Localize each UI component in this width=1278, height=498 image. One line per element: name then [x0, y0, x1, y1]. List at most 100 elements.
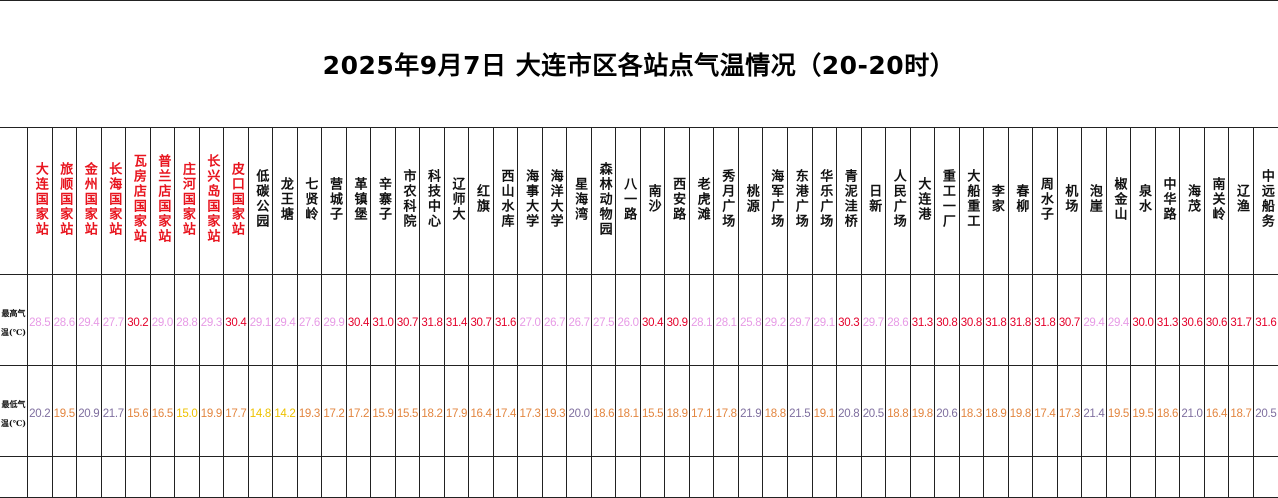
min-temp-cell: 20.2: [27, 365, 53, 457]
max-temp-value: 28.5: [29, 316, 51, 329]
station-name: 西安路: [670, 176, 686, 222]
min-temp-cell: 20.0: [566, 365, 592, 457]
max-temp-value: 30.4: [225, 316, 247, 329]
empty-cell: [272, 456, 298, 498]
station-header-cell: 泉水: [1130, 127, 1156, 275]
min-temp-cell: 18.6: [1154, 365, 1181, 457]
empty-cell: [566, 456, 592, 498]
station-name: 中远船务: [1258, 169, 1274, 229]
station-header-cell: 长海国家站: [100, 127, 127, 275]
max-temp-cell: 27.0: [517, 274, 543, 366]
max-temp-value: 29.4: [78, 316, 100, 329]
min-temp-value: 18.3: [960, 407, 982, 420]
max-temp-cell: 30.2: [125, 274, 151, 366]
station-header-cell: 旅顺国家站: [51, 127, 78, 275]
empty-cell: [100, 456, 127, 498]
min-temp-cell: 16.5: [149, 365, 176, 457]
min-temp-cell: 15.5: [639, 365, 666, 457]
max-temp-value: 30.7: [1058, 316, 1080, 329]
max-temp-value: 29.7: [789, 316, 811, 329]
min-temp-row: 最低气温(℃) 20.2 19.5 20.9 21.7 15.6 16.5 15.0 19.9…: [0, 365, 1278, 457]
min-temp-cell: 18.9: [983, 365, 1009, 457]
empty-cell: [1252, 456, 1278, 498]
max-temp-cell: 29.7: [860, 274, 887, 366]
min-temp-value: 15.5: [396, 407, 419, 420]
empty-cell: [1007, 456, 1034, 498]
max-temp-cell: 30.6: [1179, 274, 1205, 366]
station-header-cell: 瓦房店国家站: [125, 127, 151, 275]
min-temp-value: 14.2: [274, 407, 296, 420]
min-temp-cell: 14.2: [272, 365, 298, 457]
station-name: 华乐广场: [817, 169, 833, 229]
min-temp-value: 21.5: [789, 407, 811, 420]
empty-cell: [370, 456, 396, 498]
station-header-cell: 重工一厂: [934, 127, 960, 275]
empty-cell: [125, 456, 151, 498]
min-temp-cell: 18.8: [885, 365, 911, 457]
max-temp-value: 31.8: [1034, 316, 1056, 329]
min-temp-value: 17.1: [691, 407, 713, 420]
station-name: 金州国家站: [81, 161, 97, 237]
station-name: 长兴岛国家站: [204, 154, 220, 244]
min-temp-value: 21.0: [1181, 407, 1203, 420]
max-temp-value: 30.8: [936, 316, 958, 329]
min-temp-value: 19.8: [911, 407, 933, 420]
min-temp-value: 17.7: [225, 407, 247, 420]
min-temp-value: 17.4: [494, 407, 517, 420]
station-name: 红旗: [474, 184, 490, 214]
max-temp-cell: 31.8: [1032, 274, 1058, 366]
empty-cell: [934, 456, 960, 498]
max-temp-value: 30.4: [347, 316, 370, 329]
station-header-cell: 海洋大学: [541, 127, 568, 275]
title-row: 2025年9月7日 大连市区各站点气温情况（20-20时）: [0, 0, 1278, 128]
max-temp-value: 31.3: [1156, 316, 1179, 329]
max-temp-value: 30.6: [1205, 316, 1228, 329]
max-temp-value: 30.8: [960, 316, 982, 329]
min-temp-value: 20.0: [568, 407, 590, 420]
station-header-cell: 革镇堡: [345, 127, 372, 275]
max-temp-value: 29.7: [862, 316, 884, 329]
min-temp-cell: 18.8: [762, 365, 788, 457]
station-header-cell: 周水子: [1032, 127, 1058, 275]
empty-cell: [786, 456, 813, 498]
station-name: 瓦房店国家站: [130, 154, 146, 244]
min-temp-value: 15.0: [176, 407, 198, 420]
min-temp-value: 18.8: [764, 407, 786, 420]
empty-cell: [76, 456, 102, 498]
station-header-cell: 大连港: [909, 127, 936, 275]
max-temp-value: 30.7: [470, 316, 492, 329]
station-header-cell: 西山水库: [492, 127, 519, 275]
station-header-cell: 森林动物园: [590, 127, 617, 275]
min-temp-value: 20.2: [29, 407, 51, 420]
max-temp-value: 31.8: [985, 316, 1007, 329]
station-name: 南沙: [645, 184, 661, 214]
station-header-cell: 青泥洼桥: [836, 127, 862, 275]
max-temp-cell: 28.5: [27, 274, 53, 366]
station-name: 七贤岭: [302, 176, 318, 222]
station-header-cell: 海茂: [1179, 127, 1205, 275]
station-name: 青泥洼桥: [841, 169, 857, 229]
max-temp-cell: 29.4: [272, 274, 298, 366]
station-name: 辽渔: [1234, 184, 1250, 214]
max-temp-cell: 29.4: [76, 274, 102, 366]
station-header-cell: 龙王塘: [272, 127, 298, 275]
min-temp-value: 21.4: [1083, 407, 1105, 420]
min-temp-value: 19.5: [1132, 407, 1154, 420]
max-label-cell: 最高气温(℃): [0, 274, 28, 366]
station-name: 海事大学: [523, 169, 539, 229]
min-temp-value: 17.2: [347, 407, 370, 420]
max-temp-cell: 30.4: [345, 274, 372, 366]
max-temp-value: 29.2: [764, 316, 786, 329]
min-temp-cell: 19.8: [909, 365, 936, 457]
min-temp-cell: 21.9: [737, 365, 764, 457]
min-temp-cell: 17.7: [223, 365, 249, 457]
station-name: 海洋大学: [547, 169, 563, 229]
min-temp-cell: 19.8: [1007, 365, 1034, 457]
max-temp-value: 27.7: [102, 316, 124, 329]
min-temp-value: 21.9: [740, 407, 762, 420]
station-name: 春柳: [1013, 184, 1029, 214]
station-name: 龙王塘: [277, 176, 293, 222]
station-header-cell: 金州国家站: [76, 127, 102, 275]
station-name: 旅顺国家站: [57, 161, 73, 237]
station-header-cell: 皮口国家站: [223, 127, 249, 275]
